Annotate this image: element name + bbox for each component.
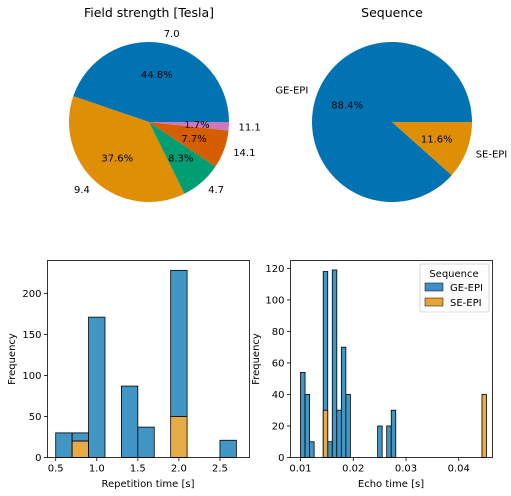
h1-bar-ge (121, 385, 139, 458)
pie2-label-GE-EPI: GE-EPI (275, 86, 308, 97)
h2-bar-ge (336, 409, 342, 458)
h2-xtick-label: 0.04 (448, 464, 470, 475)
pie1-label-7.0: 7.0 (164, 29, 180, 40)
h1-ylabel: Frequency (7, 333, 18, 385)
pie1-label-14.1: 14.1 (233, 148, 255, 159)
legend-swatch-se (424, 297, 444, 307)
h2-axes-frame (290, 260, 493, 458)
pie1-wedge-4.7 (149, 122, 216, 194)
h2-ylabel: Frequency (251, 333, 262, 385)
pie1-pct-14.1: 7.7% (181, 134, 206, 145)
h1-xtick-label: 2.5 (212, 464, 228, 475)
pie-chart-sequence: Sequence GE-EPI 88.4% SE-EPI 11.6% (275, 5, 508, 203)
h2-xlabel: Echo time [s] (358, 479, 424, 490)
h2-ytick-label: 60 (272, 358, 285, 369)
h1-bar-se (170, 416, 188, 458)
h1-bar-ge (88, 316, 106, 458)
pie2-pct-SE-EPI: 11.6% (421, 135, 453, 146)
pie1-pct-11.1: 1.7% (184, 120, 209, 131)
h2-ytick-label: 0 (278, 453, 284, 464)
h1-axes-frame (47, 260, 250, 458)
pie2-wedge-SE-EPI (392, 122, 472, 176)
h2-ytick-label: 120 (265, 264, 284, 275)
h2-bar-ge (340, 346, 347, 458)
pie1-title: Field strength [Tesla] (84, 5, 214, 20)
h2-bar-se (481, 394, 487, 458)
pie2-pct-GE-EPI: 88.4% (331, 100, 363, 111)
legend-title: Sequence (429, 269, 478, 280)
h1-xtick-label: 0.5 (48, 464, 64, 475)
pie1-pct-4.7: 8.3% (168, 154, 193, 165)
legend-swatch-ge (424, 282, 444, 292)
h2-ytick-label: 20 (272, 421, 285, 432)
h1-bar-ge (219, 439, 237, 458)
h2-ytick-label: 80 (272, 327, 285, 338)
h2-ytick-label: 40 (272, 390, 285, 401)
histogram-echo-time: 0.01 0.02 0.03 0.04 0 20 40 60 80 100 120 Echo ti… (251, 260, 493, 490)
h2-bar-se (322, 409, 329, 458)
pie1-pct-9.4: 37.6% (101, 154, 133, 165)
pie1-label-11.1: 11.1 (239, 122, 261, 133)
pie1-wedge-9.4 (68, 96, 185, 203)
h1-bar-ge (170, 269, 188, 417)
pie1-wedge-11.1 (149, 122, 229, 131)
h1-ytick-label: 50 (29, 412, 42, 423)
legend-label-ge: GE-EPI (450, 283, 483, 294)
h2-bar-ge (331, 269, 338, 458)
pie1-label-4.7: 4.7 (208, 185, 224, 196)
h2-bar-ge (345, 394, 351, 458)
pie-chart-field-strength: Field strength [Tesla] 7.0 44.8% 9.4 37.6% 4… (68, 5, 261, 203)
pie1-wedge-7.0 (73, 41, 229, 123)
pie2-label-SE-EPI: SE-EPI (476, 149, 508, 160)
h2-bar-ge (386, 425, 392, 458)
h1-ytick-label: 100 (22, 371, 41, 382)
pie2-title: Sequence (361, 5, 423, 20)
h2-ytick-label: 100 (265, 295, 284, 306)
pie1-label-9.4: 9.4 (74, 185, 90, 196)
h1-xlabel: Repetition time [s] (102, 479, 195, 490)
h1-ytick-label: 200 (22, 289, 41, 300)
h1-bar-ge (71, 432, 89, 442)
pie1-wedge-14.1 (149, 122, 229, 167)
h1-bar-ge (137, 426, 155, 458)
h2-bar-ge (327, 441, 333, 458)
legend-label-se: SE-EPI (450, 298, 482, 309)
h2-xtick-label: 0.02 (342, 464, 364, 475)
h1-bar-se (71, 440, 89, 458)
legend: Sequence GE-EPI SE-EPI (419, 263, 490, 313)
h1-bar-ge (55, 432, 73, 458)
h2-xtick-label: 0.01 (289, 464, 311, 475)
h2-bar-ge (377, 425, 383, 458)
h2-xtick-label: 0.03 (395, 464, 417, 475)
histogram-repetition-time: 0.5 1.0 1.5 2.0 2.5 0 50 100 150 200 Repetition … (7, 260, 250, 490)
h1-xtick-label: 2.0 (171, 464, 187, 475)
h1-ytick-label: 0 (35, 453, 41, 464)
h2-bar-ge (390, 409, 397, 458)
pie1-pct-7.0: 44.8% (141, 70, 173, 81)
h2-bar-ge (300, 371, 306, 458)
h2-bar-ge (304, 394, 310, 458)
h1-ytick-label: 150 (22, 330, 41, 341)
h1-xtick-label: 1.5 (130, 464, 146, 475)
h2-bar-ge (309, 441, 315, 458)
h1-xtick-label: 1.0 (89, 464, 105, 475)
pie2-wedge-GE-EPI (312, 42, 472, 203)
